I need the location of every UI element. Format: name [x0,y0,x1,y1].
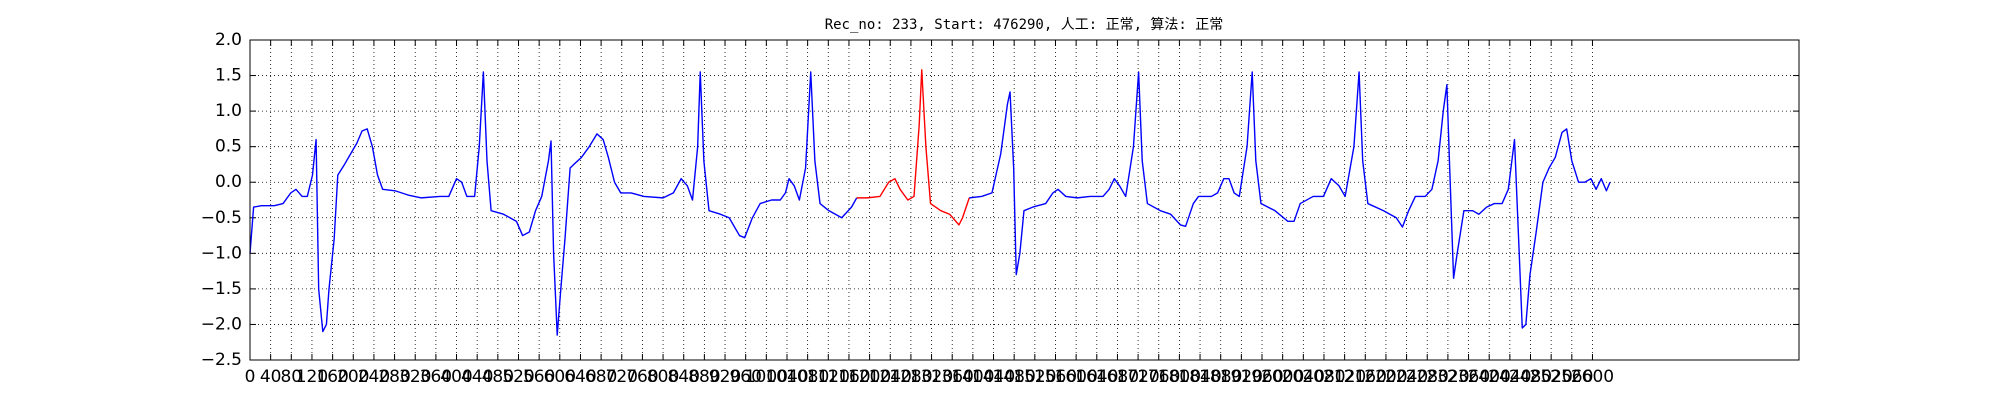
x-tick-label: 80 [280,367,302,387]
x-tick-label: 240 [358,367,390,387]
x-tick-label: 160 [316,367,348,387]
x-tick-label: 1240 [869,367,912,387]
x-tick-label: 2360 [1447,367,1490,387]
x-tick-label: 560 [523,367,555,387]
x-tick-label: 1920 [1220,367,1263,387]
ecg-line [249,71,858,336]
x-tick-label: 2480 [1509,367,1552,387]
x-tick-label: 2040 [1282,367,1325,387]
x-tick-label: 1560 [1034,367,1077,387]
x-tick-label: 1200 [848,367,891,387]
ecg-line [856,69,970,226]
x-tick-label: 1080 [786,367,829,387]
x-tick-label: 1120 [807,367,850,387]
x-tick-label: 800 [647,367,679,387]
x-tick-label: 1000 [745,367,788,387]
y-tick-label: 2.0 [215,30,242,50]
x-tick-label: 520 [502,367,534,387]
x-tick-label: 1520 [1013,367,1056,387]
y-tick-label: −2.5 [201,350,242,370]
x-tick-label: 760 [626,367,658,387]
x-tick-label: 2440 [1488,367,1531,387]
x-tick-label: 1840 [1178,367,1221,387]
y-tick-label: 1.0 [215,101,242,121]
y-tick-label: −1.5 [201,279,242,299]
x-tick-label: 2560 [1550,367,1593,387]
x-tick-label: 280 [378,367,410,387]
y-tick-label: 1.5 [215,66,242,86]
x-tick-label: 1480 [993,367,1036,387]
x-tick-label: 1600 [1055,367,1098,387]
x-tick-label: 600 [544,367,576,387]
x-tick-label: 1360 [931,367,974,387]
x-tick-label: 1280 [889,367,932,387]
x-tick-label: 440 [461,367,493,387]
x-tick-label: 2160 [1344,367,1387,387]
x-tick-label: 2600 [1571,367,1614,387]
y-tick-label: −2.0 [201,314,242,334]
x-tick-label: 40 [260,367,282,387]
x-tick-label: 1640 [1075,367,1118,387]
y-tick-label: 0.0 [215,172,242,192]
x-tick-label: 480 [482,367,514,387]
x-tick-label: 2520 [1530,367,1573,387]
y-tick-label: −0.5 [201,208,242,228]
plot-frame [249,39,1800,361]
x-tick-label: 1720 [1116,367,1159,387]
x-tick-label: 2400 [1468,367,1511,387]
x-tick-label: 0 [245,367,256,387]
x-tick-label: 2080 [1302,367,1345,387]
y-tick-label: 0.5 [215,137,242,157]
x-tick-label: 2280 [1406,367,1449,387]
x-tick-label: 2000 [1261,367,1304,387]
x-tick-label: 720 [606,367,638,387]
x-tick-label: 640 [564,367,596,387]
x-tick-label: 200 [337,367,369,387]
x-tick-label: 2120 [1323,367,1366,387]
x-tick-label: 1160 [827,367,870,387]
x-tick-label: 880 [688,367,720,387]
x-tick-label: 2240 [1385,367,1428,387]
x-tick-label: 360 [420,367,452,387]
x-tick-label: 1040 [765,367,808,387]
x-tick-label: 1880 [1199,367,1242,387]
ecg-line [969,71,1611,329]
x-tick-label: 1680 [1096,367,1139,387]
x-tick-label: 1800 [1158,367,1201,387]
x-tick-label: 920 [709,367,741,387]
x-tick-label: 840 [667,367,699,387]
chart-title: Rec_no: 233, Start: 476290, 人工: 正常, 算法: … [825,17,1224,33]
x-tick-label: 680 [585,367,617,387]
x-tick-label: 1320 [910,367,953,387]
x-tick-label: 320 [399,367,431,387]
x-tick-label: 120 [296,367,328,387]
x-tick-label: 2320 [1426,367,1469,387]
x-tick-label: 1760 [1137,367,1180,387]
x-tick-label: 1400 [951,367,994,387]
x-tick-label: 1960 [1240,367,1283,387]
y-tick-label: −1.0 [201,243,242,263]
x-tick-label: 400 [440,367,472,387]
x-tick-label: 1440 [972,367,1015,387]
x-tick-label: 960 [729,367,761,387]
x-tick-label: 2200 [1364,367,1407,387]
